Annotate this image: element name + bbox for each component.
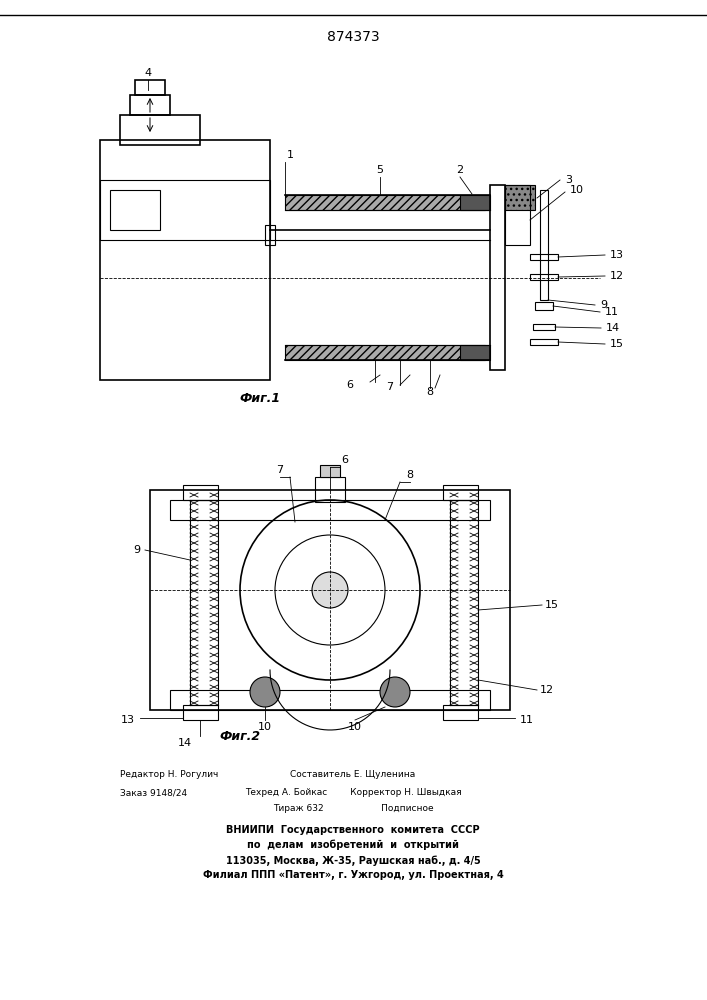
Text: 12: 12 (610, 271, 624, 281)
Bar (505, 185, 530, 245)
Bar (285, 345, 485, 360)
Bar (285, 195, 485, 210)
Text: 11: 11 (605, 307, 619, 317)
Bar (530, 339, 558, 345)
Bar (120, 115, 200, 145)
Text: 6: 6 (341, 455, 349, 465)
Text: 9: 9 (600, 300, 607, 310)
Text: 10: 10 (570, 185, 584, 195)
Text: 13: 13 (610, 250, 624, 260)
Text: 11: 11 (520, 715, 534, 725)
Text: 8: 8 (407, 470, 414, 480)
Bar (100, 140, 270, 380)
Text: 5: 5 (377, 165, 383, 175)
Circle shape (380, 677, 410, 707)
Bar (183, 705, 218, 720)
Text: 12: 12 (540, 685, 554, 695)
Bar (443, 485, 478, 500)
Text: 7: 7 (276, 465, 284, 475)
Bar (530, 274, 558, 280)
Bar (530, 254, 558, 260)
Text: Тираж 632                    Подписное: Тираж 632 Подписное (273, 804, 433, 813)
Text: Филиал ППП «Патент», г. Ужгород, ул. Проектная, 4: Филиал ППП «Патент», г. Ужгород, ул. Про… (203, 870, 503, 880)
Bar (170, 690, 490, 710)
Circle shape (312, 572, 348, 608)
Bar (170, 500, 490, 520)
Bar (130, 95, 170, 115)
Text: 7: 7 (387, 382, 394, 392)
Bar (535, 302, 553, 310)
Text: 3: 3 (565, 175, 572, 185)
Text: Заказ 9148/24: Заказ 9148/24 (120, 788, 187, 797)
Bar (460, 345, 490, 360)
Bar (100, 180, 270, 240)
Text: ВНИИПИ  Государственного  комитета  СССР: ВНИИПИ Государственного комитета СССР (226, 825, 480, 835)
Bar (490, 185, 505, 370)
Text: 2: 2 (457, 165, 464, 175)
Text: Техред А. Бойкас        Корректор Н. Швыдкая: Техред А. Бойкас Корректор Н. Швыдкая (245, 788, 461, 797)
Text: 14: 14 (178, 738, 192, 748)
Text: 1: 1 (286, 150, 293, 160)
Bar (150, 490, 510, 710)
Circle shape (250, 677, 280, 707)
Bar (533, 324, 555, 330)
Text: 113035, Москва, Ж-35, Раушская наб., д. 4/5: 113035, Москва, Ж-35, Раушская наб., д. … (226, 855, 480, 865)
Text: 874373: 874373 (327, 30, 380, 44)
Text: Редактор Н. Рогулич: Редактор Н. Рогулич (120, 770, 218, 779)
Text: Фиг.1: Фиг.1 (240, 392, 281, 405)
Bar (540, 190, 548, 300)
Bar (443, 705, 478, 720)
Bar (183, 485, 218, 500)
Text: 6: 6 (346, 380, 354, 390)
Text: 4: 4 (144, 68, 151, 78)
Text: 13: 13 (121, 715, 135, 725)
Text: 8: 8 (426, 387, 433, 397)
Text: 15: 15 (545, 600, 559, 610)
Bar (315, 477, 345, 502)
Text: Составитель Е. Щуленина: Составитель Е. Щуленина (291, 770, 416, 779)
Text: 9: 9 (133, 545, 140, 555)
Text: 15: 15 (610, 339, 624, 349)
Text: по  делам  изобретений  и  открытий: по делам изобретений и открытий (247, 840, 459, 850)
Text: 10: 10 (258, 722, 272, 732)
Bar (460, 195, 490, 210)
Bar (505, 185, 535, 210)
Text: Фиг.2: Фиг.2 (219, 730, 261, 743)
Bar (320, 465, 340, 477)
Bar (135, 80, 165, 95)
Text: 14: 14 (606, 323, 620, 333)
Bar (265, 225, 275, 245)
Text: 10: 10 (348, 722, 362, 732)
Bar (110, 190, 160, 230)
